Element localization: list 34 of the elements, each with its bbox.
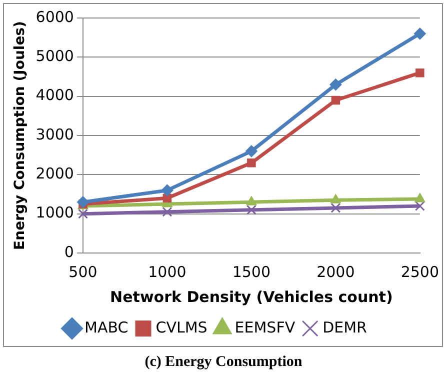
y-axis-title: Energy Consumption (Joules): [12, 21, 28, 250]
point: [414, 28, 426, 40]
x-tick-label: 500: [68, 262, 98, 281]
y-tick-label: 4000: [36, 86, 74, 104]
point: [246, 204, 256, 215]
point: [247, 158, 256, 168]
x-tick-label: 1500: [232, 262, 271, 281]
y-tick-label: 1000: [36, 204, 74, 222]
point: [331, 96, 340, 105]
point: [246, 196, 257, 206]
y-tick-label: 5000: [36, 47, 74, 66]
text: (c) Energy Consumption: [144, 354, 304, 371]
legend-label: MABC: [84, 318, 128, 336]
x-tick-label: 2000: [316, 262, 355, 281]
y-tick-label: 3000: [36, 125, 74, 144]
point: [414, 201, 425, 211]
point: [161, 184, 174, 196]
point: [330, 194, 341, 204]
x-tick-label: 1000: [148, 262, 186, 281]
point: [416, 68, 424, 78]
point: [245, 145, 258, 158]
y-tick-label: 6000: [36, 8, 74, 26]
legend-label: CVLMS: [156, 318, 208, 336]
point: [330, 202, 341, 213]
x-axis-title: Network Density (Vehicles count): [110, 288, 393, 306]
legend-label: EEMSFV: [234, 318, 296, 336]
legend-label: DEMR: [322, 318, 367, 336]
point: [330, 78, 342, 91]
point: [414, 192, 426, 202]
x-tick-label: 2500: [400, 262, 440, 281]
point: [76, 196, 89, 208]
y-tick-label: 0: [64, 242, 74, 261]
y-tick-label: 2000: [36, 164, 74, 183]
point: [162, 206, 172, 217]
